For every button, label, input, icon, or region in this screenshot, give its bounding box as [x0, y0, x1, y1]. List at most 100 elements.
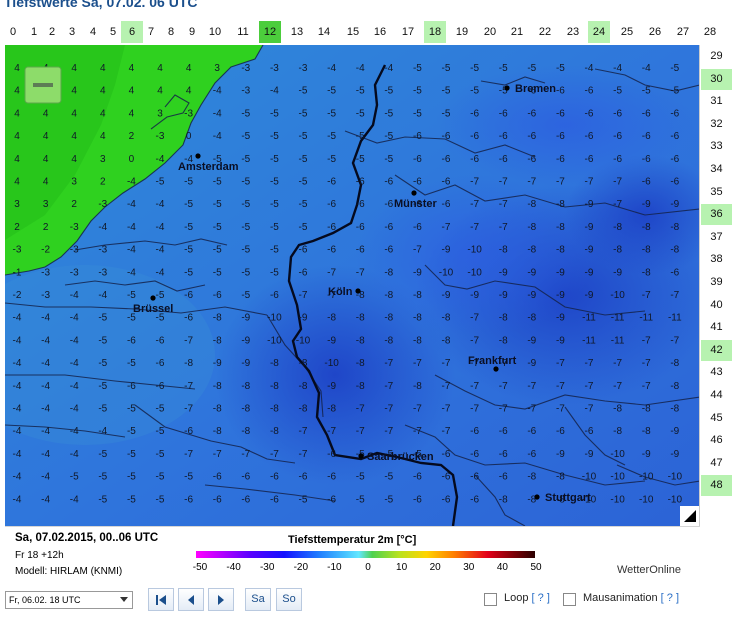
- row-41[interactable]: 41: [710, 321, 723, 334]
- temp-value: -8: [213, 381, 222, 392]
- city-1[interactable]: Amsterdam: [178, 153, 239, 173]
- prev-frame-button[interactable]: [178, 588, 204, 611]
- temp-value: -5: [184, 177, 193, 188]
- expand-corner-icon[interactable]: [680, 506, 700, 526]
- hour-22[interactable]: 22: [538, 26, 552, 38]
- loop-help-link[interactable]: [ ? ]: [531, 592, 550, 604]
- temperature-map[interactable]: 4 4 4 4 4 4 4 3 -3 -3 -3 -4 -4 -4 -5 -5 -5 -5 -5 -5 -4 -4 -4 -5…: [5, 45, 700, 526]
- temp-value: -5: [127, 404, 136, 415]
- temp-value: -6: [470, 426, 479, 437]
- temp-value: 4: [14, 131, 20, 142]
- row-40[interactable]: 40: [710, 298, 723, 311]
- row-38[interactable]: 38: [710, 253, 723, 266]
- city-0[interactable]: Bremen: [504, 83, 556, 95]
- row-36[interactable]: 36: [701, 204, 732, 226]
- hour-3[interactable]: 3: [68, 26, 76, 38]
- first-frame-button[interactable]: [148, 588, 174, 611]
- map-view[interactable]: 4 4 4 4 4 4 4 3 -3 -3 -3 -4 -4 -4 -5 -5 -5 -5 -5 -5 -4 -4 -4 -5…: [5, 45, 700, 526]
- borders: [5, 45, 699, 526]
- temp-value: -5: [156, 426, 165, 437]
- row-33[interactable]: 33: [710, 140, 723, 153]
- temp-value: -7: [670, 290, 679, 301]
- temp-value: -7: [470, 358, 479, 369]
- hour-14[interactable]: 14: [317, 26, 331, 38]
- row-44[interactable]: 44: [710, 389, 723, 401]
- mouse-animation-help-link[interactable]: [ ? ]: [660, 592, 679, 604]
- city-2[interactable]: Münster: [394, 190, 438, 210]
- hour-13[interactable]: 13: [290, 26, 304, 38]
- sunday-button[interactable]: So: [276, 588, 302, 611]
- hour-26[interactable]: 26: [648, 26, 662, 38]
- row-31[interactable]: 31: [710, 95, 723, 108]
- time-select[interactable]: Fr, 06.02. 18 UTC: [5, 591, 133, 609]
- temp-value: -8: [499, 335, 508, 346]
- temp-value: -6: [613, 131, 622, 142]
- hour-7[interactable]: 7: [147, 26, 155, 38]
- temp-value: -6: [156, 358, 165, 369]
- hour-27[interactable]: 27: [676, 26, 690, 38]
- temp-value: -8: [270, 381, 279, 392]
- city-7[interactable]: Stuttgart: [534, 492, 591, 504]
- row-46[interactable]: 46: [710, 434, 723, 447]
- hour-25[interactable]: 25: [620, 26, 634, 38]
- hour-24[interactable]: 24: [588, 21, 610, 43]
- saturday-button[interactable]: Sa: [245, 588, 271, 611]
- temp-value: -6: [384, 222, 393, 233]
- hour-11[interactable]: 11: [237, 26, 249, 38]
- hour-21[interactable]: 21: [510, 26, 524, 38]
- hour-4[interactable]: 4: [89, 26, 97, 38]
- hour-16[interactable]: 16: [373, 26, 387, 38]
- temp-value: -3: [241, 63, 250, 74]
- temp-value: 4: [43, 154, 49, 165]
- row-43[interactable]: 43: [710, 366, 723, 379]
- temp-value: -1: [13, 267, 22, 278]
- row-39[interactable]: 39: [710, 276, 723, 288]
- hour-9[interactable]: 9: [188, 26, 196, 38]
- hour-1[interactable]: 1: [30, 26, 38, 38]
- row-47[interactable]: 47: [710, 456, 723, 469]
- temp-value: 4: [129, 108, 135, 119]
- city-markers: Bremen Amsterdam Münster Köln Brüssel Frankfu…: [133, 83, 591, 504]
- row-45[interactable]: 45: [710, 411, 723, 424]
- city-6[interactable]: Saarbrücken: [358, 451, 434, 463]
- temp-value: -7: [184, 404, 193, 415]
- temp-value: -5: [527, 63, 536, 74]
- hour-6[interactable]: 6: [121, 21, 143, 43]
- row-29[interactable]: 29: [710, 50, 723, 62]
- temp-value: 4: [14, 86, 20, 97]
- temp-value: -11: [611, 335, 625, 346]
- hour-8[interactable]: 8: [167, 26, 175, 38]
- hour-10[interactable]: 10: [208, 26, 222, 38]
- hour-12[interactable]: 12: [259, 21, 281, 43]
- hour-17[interactable]: 17: [401, 26, 415, 38]
- hour-15[interactable]: 15: [346, 26, 360, 38]
- temp-value: -6: [499, 472, 508, 483]
- zoom-out-button[interactable]: [24, 66, 62, 104]
- temp-value: -9: [241, 358, 250, 369]
- row-42[interactable]: 42: [701, 339, 732, 361]
- row-30[interactable]: 30: [701, 68, 732, 90]
- hour-28[interactable]: 28: [703, 26, 717, 38]
- temp-value: -8: [299, 404, 308, 415]
- row-34[interactable]: 34: [710, 163, 723, 175]
- row-37[interactable]: 37: [710, 230, 723, 243]
- hour-23[interactable]: 23: [566, 26, 580, 38]
- loop-checkbox[interactable]: [484, 593, 497, 606]
- city-3[interactable]: Köln: [328, 286, 361, 298]
- row-48[interactable]: 48: [701, 475, 732, 497]
- temp-value: -4: [127, 222, 136, 233]
- next-frame-button[interactable]: [208, 588, 234, 611]
- hour-0[interactable]: 0: [9, 26, 17, 38]
- hour-5[interactable]: 5: [109, 26, 117, 38]
- temp-value: -8: [241, 426, 250, 437]
- row-32[interactable]: 32: [710, 117, 723, 130]
- hour-19[interactable]: 19: [455, 26, 469, 38]
- row-35[interactable]: 35: [710, 185, 723, 198]
- mouse-animation-checkbox[interactable]: [563, 593, 576, 606]
- city-4[interactable]: Brüssel: [133, 295, 173, 315]
- hour-18[interactable]: 18: [424, 21, 446, 43]
- hour-2[interactable]: 2: [48, 26, 56, 38]
- temp-value: -6: [499, 449, 508, 460]
- hour-20[interactable]: 20: [483, 26, 497, 38]
- city-5[interactable]: Frankfurt: [468, 355, 517, 372]
